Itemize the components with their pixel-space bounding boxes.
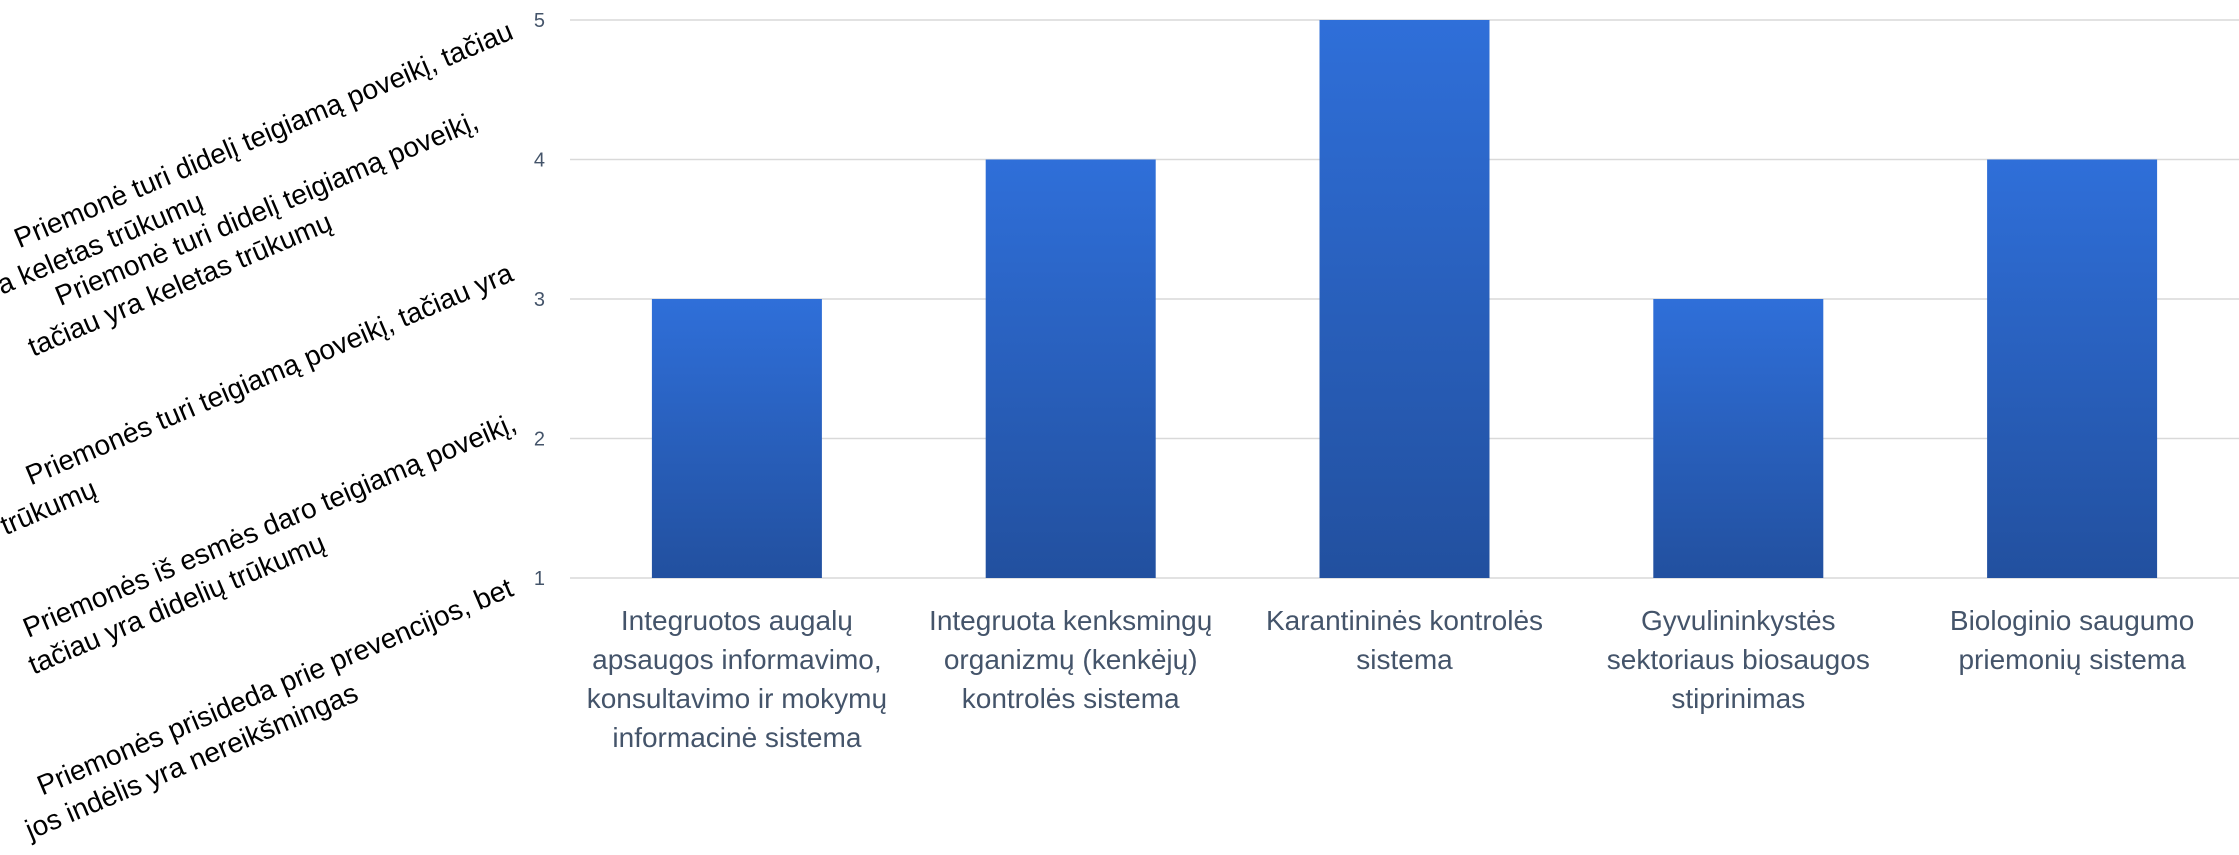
bar [651, 299, 822, 578]
scale-labels: Priemonė turi didelį teigiamą poveikį, t… [0, 15, 531, 846]
y-tick-label: 3 [534, 289, 545, 311]
y-tick-label: 1 [534, 568, 545, 590]
y-tick-label: 4 [534, 150, 545, 172]
x-tick-label: Integruotos augalų apsaugos informavimo, k… [587, 605, 887, 753]
bar [1653, 299, 1824, 578]
bar [1319, 20, 1490, 578]
x-tick-label: Gyvulininkystės sektoriaus biosaugos stipr… [1607, 605, 1870, 714]
x-tick-label: Karantininės kontrolės sistema [1266, 605, 1543, 675]
y-axis-ticks: 1 2 3 4 5 [534, 10, 545, 590]
bar [1987, 159, 2158, 578]
x-tick-label: Biologinio saugumo priemonių sistema [1950, 605, 2194, 675]
scale-description-label: Priemonė turi didelį teigiamą poveikį, t… [0, 15, 531, 310]
x-axis-labels: Integruotos augalų apsaugos informavimo, k… [587, 605, 2195, 753]
y-tick-label: 2 [534, 429, 545, 451]
x-tick-label: Integruota kenksmingų organizmų (kenkėjų)… [929, 605, 1212, 714]
bars [651, 20, 2158, 578]
bar [985, 159, 1156, 578]
y-tick-label: 5 [534, 10, 545, 32]
